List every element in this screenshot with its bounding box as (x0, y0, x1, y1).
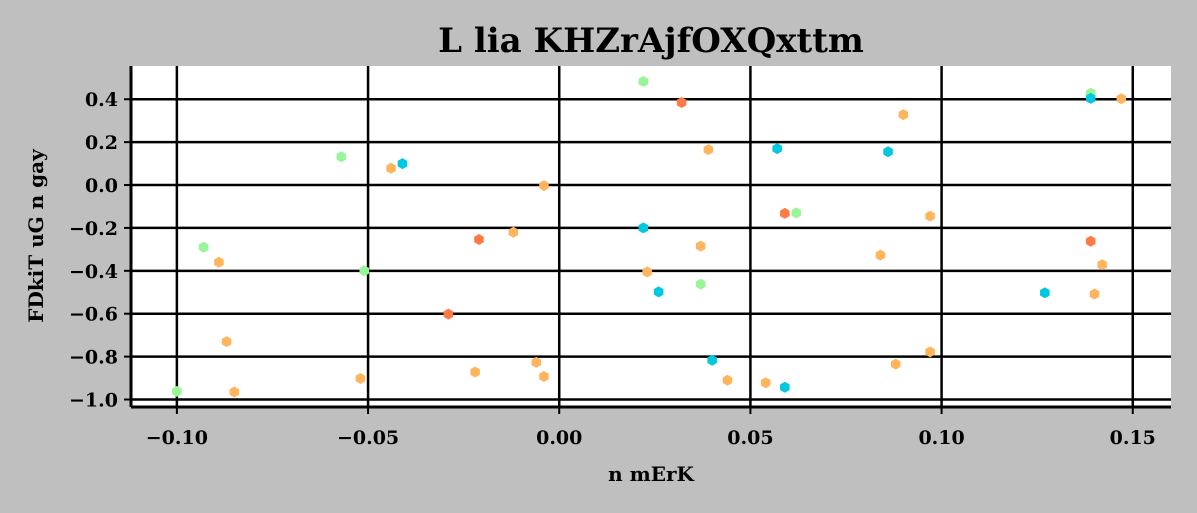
y-axis-label: FDkiT uG n gay (24, 148, 48, 323)
data-point (355, 372, 366, 384)
y-tick-label: 0.2 (85, 132, 118, 154)
x-tick-label: 0.00 (536, 427, 582, 449)
x-tick-label: 0.10 (918, 427, 964, 449)
data-point (722, 374, 733, 386)
data-point (791, 207, 802, 219)
data-point (695, 240, 706, 252)
data-point (875, 249, 886, 261)
x-tick-label: 0.15 (1110, 427, 1156, 449)
data-point (780, 381, 790, 393)
y-axis-ticks: −1.0 −0.8 −0.6 −0.4 −0.2 0.0 0.2 0.4 (69, 89, 131, 411)
y-tick-label: 0.0 (85, 175, 118, 197)
y-tick-label: −0.8 (69, 347, 118, 369)
axes (129, 66, 1171, 409)
x-tick-label: −0.05 (337, 427, 399, 449)
y-tick-label: 0.4 (85, 89, 118, 111)
x-tick-label: −0.10 (146, 427, 208, 449)
plot-area (131, 66, 1171, 407)
data-point (653, 286, 664, 298)
data-point (531, 356, 542, 368)
data-point (172, 385, 182, 397)
data-point (470, 366, 480, 378)
data-point (474, 234, 484, 245)
data-point (703, 144, 714, 156)
data-point (695, 278, 706, 290)
data-point (198, 241, 209, 253)
data-point (760, 377, 771, 389)
data-point (1116, 93, 1127, 105)
data-point (1085, 235, 1096, 247)
data-point (359, 265, 369, 277)
data-point (638, 222, 649, 234)
data-point (1097, 259, 1107, 271)
data-point (539, 371, 549, 383)
data-point (443, 308, 454, 320)
data-points (172, 75, 1127, 398)
x-axis-ticks: −0.10 −0.05 0.00 0.05 0.10 0.15 (146, 407, 1156, 449)
data-point (890, 358, 901, 370)
data-point (229, 386, 239, 398)
data-point (642, 266, 652, 278)
data-point (772, 143, 782, 155)
data-point (780, 207, 790, 219)
data-point (397, 158, 408, 170)
data-point (1089, 288, 1100, 300)
x-tick-label: 0.05 (727, 427, 773, 449)
data-point (638, 75, 649, 87)
data-point (221, 336, 232, 348)
y-tick-label: −0.2 (69, 218, 118, 240)
data-point (925, 210, 935, 222)
data-point (707, 354, 717, 366)
data-point (539, 180, 549, 192)
y-tick-label: −0.4 (69, 261, 118, 283)
data-point (1040, 287, 1050, 299)
data-point (1085, 92, 1096, 104)
y-tick-label: −0.6 (69, 304, 118, 326)
data-point (898, 109, 909, 121)
x-axis-label: n mErK (608, 462, 694, 486)
data-point (925, 346, 935, 358)
data-point (214, 256, 224, 268)
data-point (508, 226, 519, 238)
data-point (676, 96, 687, 108)
chart-title: L lia KHZrAjfOXQxttm (438, 21, 864, 61)
y-tick-label: −1.0 (69, 389, 118, 411)
data-point (336, 151, 347, 163)
data-point (883, 146, 893, 158)
data-point (386, 162, 396, 174)
